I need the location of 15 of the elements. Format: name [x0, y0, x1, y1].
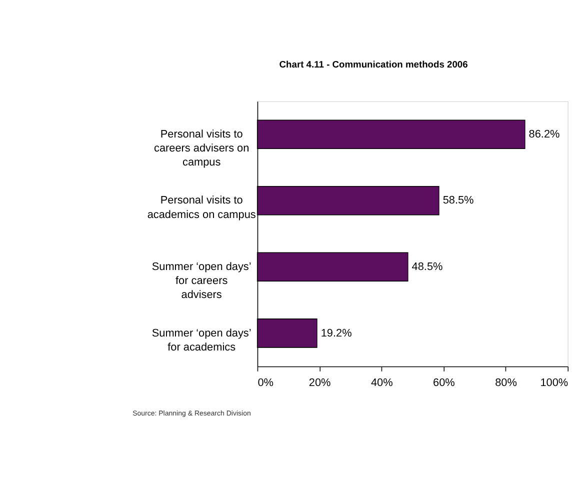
data-label: 48.5% [412, 261, 444, 274]
y-tick-label: Summer ‘open days’ for academics [152, 327, 252, 354]
data-label: 58.5% [442, 194, 474, 207]
x-tick-label: 40% [370, 377, 394, 390]
y-tick-label: Summer ‘open days’ for careers advisers [152, 261, 252, 302]
y-tick-label: Personal visits to careers advisers on campus [154, 128, 250, 169]
data-label: 19.2% [320, 327, 352, 340]
x-tick-label: 60% [433, 377, 456, 390]
x-tick-label: 80% [495, 377, 518, 390]
x-tick-label: 0% [258, 377, 274, 390]
y-tick-label: Personal visits to academics on campus [147, 194, 256, 221]
x-tick-label: 100% [540, 377, 568, 390]
chart-title: Chart 4.11 - Communication methods 2006 [279, 60, 468, 70]
x-tick-label: 20% [308, 377, 332, 390]
data-label: 86.2% [528, 128, 560, 140]
